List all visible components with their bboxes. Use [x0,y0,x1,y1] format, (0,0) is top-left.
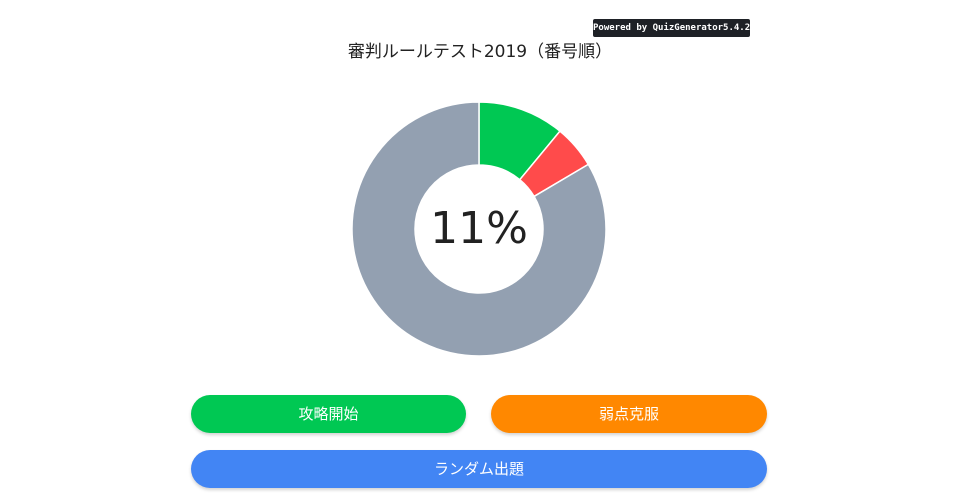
donut-slice-2 [352,102,606,356]
donut-svg [352,102,606,356]
random-quiz-button[interactable]: ランダム出題 [191,450,767,488]
weak-point-button[interactable]: 弱点克服 [491,395,767,433]
powered-by-badge: Powered by QuizGenerator5.4.2 [593,19,750,37]
progress-donut-chart: 11% [352,102,606,356]
start-button[interactable]: 攻略開始 [191,395,466,433]
quiz-title: 審判ルールテスト2019（番号順） [347,42,613,62]
